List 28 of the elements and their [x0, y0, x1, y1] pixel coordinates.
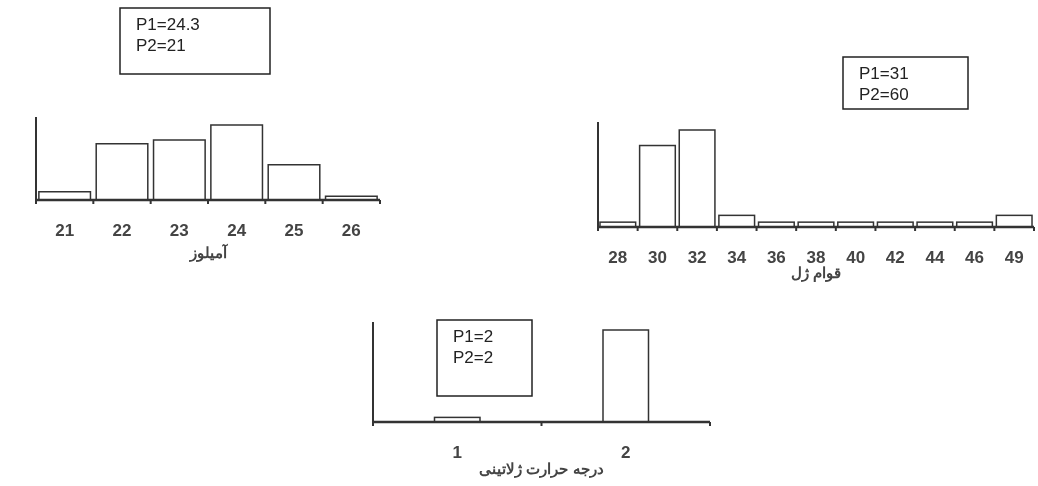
- text: P1=31: [859, 64, 909, 83]
- x-tick-label: 34: [727, 248, 747, 267]
- x-tick-label: 38: [806, 248, 826, 267]
- annotation: P1=2: [453, 327, 494, 346]
- x-axis-title: قوام ژل: [790, 264, 842, 282]
- text: P2=60: [859, 85, 909, 104]
- x-tick-label: 25: [284, 221, 304, 240]
- x-tick-label: 40: [846, 248, 866, 267]
- x-tick-label: 22: [112, 221, 132, 240]
- x-tick-label: 1: [452, 443, 462, 462]
- x-tick-label: 32: [687, 248, 707, 267]
- x-tick-label: 2: [621, 443, 631, 462]
- text: P2=21: [136, 36, 186, 55]
- x-tick-label: 30: [647, 248, 667, 267]
- x-tick-label: 36: [766, 248, 786, 267]
- x-tick-label: 24: [227, 221, 247, 240]
- x-tick-label: 44: [925, 248, 945, 267]
- text: P1=24.3: [136, 15, 200, 34]
- x-tick-label: 21: [55, 221, 75, 240]
- x-tick-label: 49: [1004, 248, 1024, 267]
- annotation: P2=2: [453, 348, 494, 367]
- x-tick-label: 26: [341, 221, 361, 240]
- x-tick-label: 42: [885, 248, 905, 267]
- x-axis-title: آمیلوز: [188, 243, 229, 262]
- x-tick-label: 23: [169, 221, 189, 240]
- x-tick-label: 46: [965, 248, 985, 267]
- x-tick-label: 28: [608, 248, 628, 267]
- x-axis-title: درجه حرارت ژلاتینی: [479, 460, 604, 478]
